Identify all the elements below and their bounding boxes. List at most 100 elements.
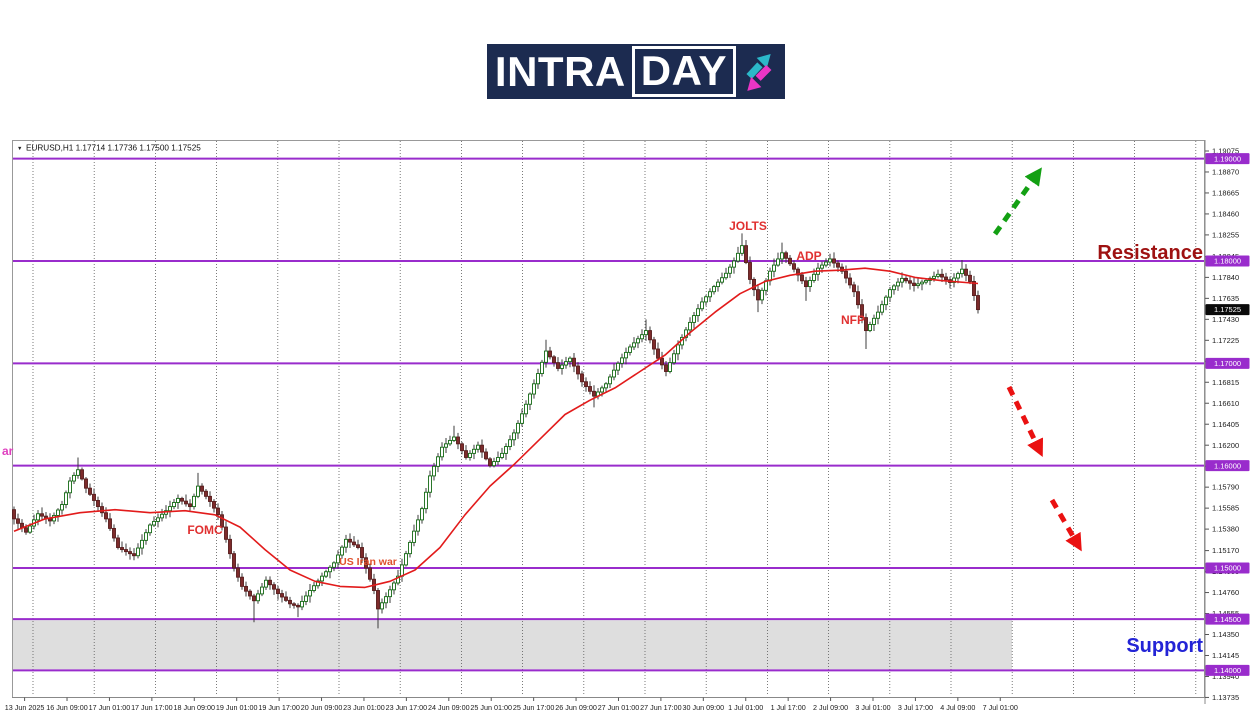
candle xyxy=(556,362,560,369)
candle xyxy=(272,584,276,590)
candle xyxy=(880,304,884,313)
chart-frame xyxy=(12,140,1205,698)
candle xyxy=(224,526,228,540)
candle xyxy=(884,296,888,306)
time-tick-label: 19 Jun 17:00 xyxy=(258,703,300,712)
candle xyxy=(520,413,524,424)
candle xyxy=(144,532,148,541)
candle xyxy=(284,596,288,601)
candle xyxy=(588,386,592,392)
candle xyxy=(796,268,800,276)
candle xyxy=(964,268,968,276)
candle xyxy=(168,506,172,512)
candle xyxy=(968,274,972,282)
candle xyxy=(864,317,868,332)
time-tick-label: 23 Jun 17:00 xyxy=(386,703,428,712)
candle xyxy=(696,308,700,317)
candle xyxy=(700,301,704,310)
candle xyxy=(260,586,264,595)
candle xyxy=(412,530,416,543)
time-tick-label: 24 Jun 09:00 xyxy=(428,703,470,712)
time-axis: 13 Jun 2025 16 Jun 09:00 17 Jun 01:00 17 Ju… xyxy=(5,697,1205,712)
price-level-badge-label: 1.16000 xyxy=(1214,461,1241,470)
candle xyxy=(352,541,356,546)
candle xyxy=(268,579,272,586)
candle xyxy=(332,562,336,568)
candle xyxy=(316,580,320,587)
candle xyxy=(604,383,608,389)
dashed-trend-arrow xyxy=(1006,385,1044,457)
candle xyxy=(304,595,308,602)
time-tick-label: 20 Jun 09:00 xyxy=(301,703,343,712)
price-tick-label: 1.15790 xyxy=(1212,483,1239,492)
candle xyxy=(368,567,372,580)
price-level-badge xyxy=(1205,613,1250,625)
candle xyxy=(912,282,916,287)
price-tick-label: 1.16405 xyxy=(1212,420,1239,429)
candle xyxy=(792,263,796,270)
price-tick-label: 1.16200 xyxy=(1212,441,1239,450)
candle xyxy=(692,315,696,323)
candle xyxy=(976,295,980,311)
candle xyxy=(812,273,816,281)
candle xyxy=(576,365,580,375)
candle xyxy=(136,547,140,557)
price-level-badge-label: 1.17000 xyxy=(1214,359,1241,368)
price-level-badge xyxy=(1205,664,1250,676)
candle xyxy=(972,281,976,296)
time-tick-label: 3 Jul 01:00 xyxy=(855,703,890,712)
candle xyxy=(820,264,824,269)
candle xyxy=(88,487,92,495)
candle xyxy=(80,469,84,480)
candle xyxy=(868,323,872,332)
candle xyxy=(892,285,896,291)
intraday-logo: INTRA DAY xyxy=(487,44,785,99)
candle xyxy=(416,519,420,532)
candle xyxy=(36,513,40,521)
candle xyxy=(492,461,496,467)
candle xyxy=(600,387,604,393)
sr-label: Resistance xyxy=(1097,242,1203,264)
candle xyxy=(712,286,716,293)
candle xyxy=(660,357,664,366)
candle xyxy=(344,538,348,548)
time-tick-label: 1 Jul 01:00 xyxy=(728,703,763,712)
price-level-badge xyxy=(1205,255,1250,267)
candle xyxy=(532,383,536,395)
dashed-trend-arrow xyxy=(1049,498,1082,552)
candle xyxy=(612,369,616,378)
time-tick-label: 26 Jun 09:00 xyxy=(555,703,597,712)
candle xyxy=(672,353,676,364)
candle xyxy=(392,582,396,591)
candle xyxy=(244,585,248,592)
support-resistance-lines[interactable] xyxy=(13,157,1204,672)
candle xyxy=(752,278,756,291)
candle xyxy=(424,491,428,510)
candle xyxy=(432,465,436,477)
candle xyxy=(264,579,268,588)
candle xyxy=(716,281,720,288)
candle xyxy=(200,485,204,492)
candle xyxy=(876,311,880,319)
candle xyxy=(16,518,20,524)
candle xyxy=(504,446,508,454)
time-tick-label: 17 Jun 17:00 xyxy=(131,703,173,712)
candle xyxy=(852,284,856,293)
candle xyxy=(920,281,924,285)
candle xyxy=(232,553,236,569)
candle xyxy=(384,596,388,604)
candle xyxy=(204,490,208,497)
candle xyxy=(320,575,324,582)
time-tick-label: 3 Jul 17:00 xyxy=(898,703,933,712)
candle xyxy=(772,264,776,272)
price-tick-label: 1.18870 xyxy=(1212,168,1239,177)
candle xyxy=(944,276,948,281)
candle xyxy=(548,350,552,358)
candle xyxy=(132,553,136,557)
candle xyxy=(68,480,72,494)
price-level-badge-label: 1.18000 xyxy=(1214,257,1241,266)
candle xyxy=(300,600,304,608)
candle xyxy=(608,376,612,385)
candle xyxy=(108,518,112,529)
